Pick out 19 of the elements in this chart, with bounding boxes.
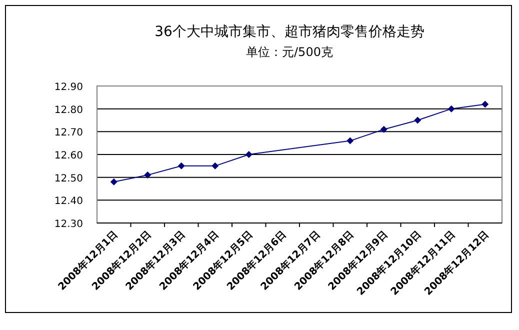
- point: [110, 178, 118, 186]
- point: [346, 137, 354, 144]
- y-tick-label: 12.50: [54, 173, 83, 184]
- point: [245, 151, 252, 158]
- y-tick-label: 12.40: [54, 196, 83, 208]
- y-tick-label: 12.70: [54, 128, 83, 139]
- point: [212, 162, 219, 170]
- chart-subtitle: 单位：元/500克: [246, 45, 333, 59]
- y-tick-label: 12.90: [54, 82, 83, 93]
- y-tick-label: 12.30: [54, 219, 83, 230]
- y-tick-label: 12.80: [54, 104, 83, 116]
- y-tick-label: 12.60: [54, 150, 83, 162]
- point: [380, 126, 388, 133]
- point: [482, 100, 489, 108]
- point: [414, 116, 422, 124]
- chart-title: 36个大中城市集市、超市猪肉零售价格走势: [154, 24, 424, 40]
- point: [144, 172, 152, 179]
- point: [448, 105, 455, 112]
- point: [178, 162, 185, 170]
